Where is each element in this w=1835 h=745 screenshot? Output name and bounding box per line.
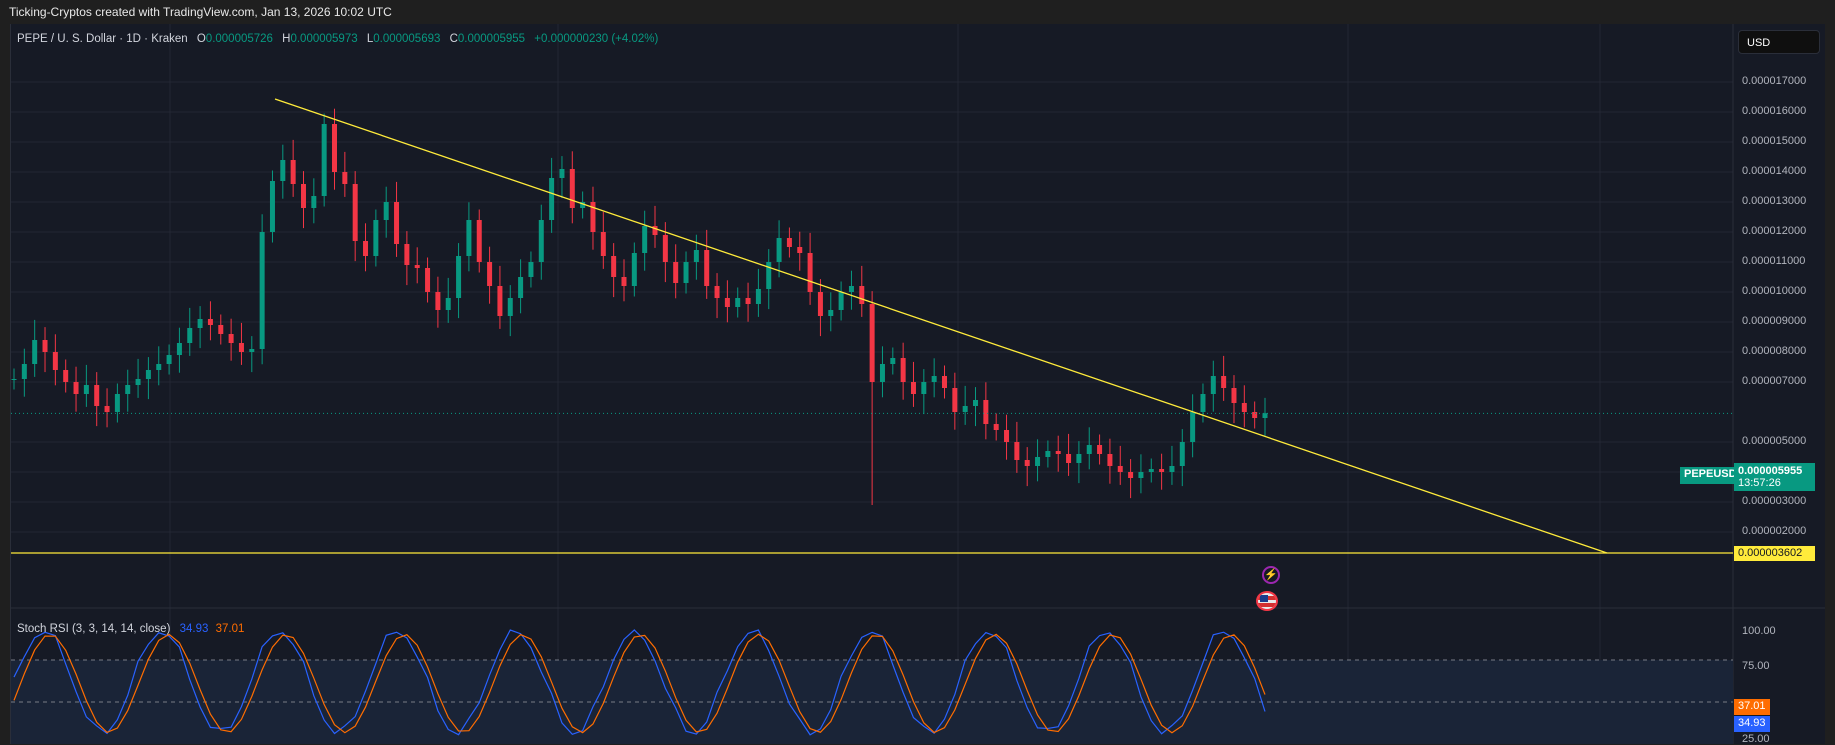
price-tick: 0.000008000: [1742, 345, 1807, 357]
open-value: 0.000005726: [205, 33, 273, 45]
lightning-event-icon[interactable]: ⚡: [1262, 566, 1280, 584]
rsi-axis-100: 100.00: [1742, 625, 1776, 637]
stoch-rsi-title[interactable]: Stoch RSI (3, 3, 14, 14, close): [17, 623, 171, 635]
change-value: +0.000000230 (+4.02%): [534, 33, 659, 45]
low-value: 0.000005693: [373, 33, 441, 45]
stoch-k-tag: 34.93: [1734, 716, 1770, 732]
close-value: 0.000005955: [457, 33, 526, 45]
price-tick: 0.000011000: [1742, 255, 1806, 267]
price-tick: 0.000016000: [1742, 105, 1807, 117]
price-tick: 0.000002000: [1742, 525, 1807, 537]
panel-border: [1825, 24, 1835, 744]
stoch-rsi-legend: Stoch RSI (3, 3, 14, 14, close) 34.93 37…: [17, 623, 244, 635]
high-value: 0.000005973: [290, 33, 358, 45]
last-price: 0.000005955: [1738, 465, 1803, 477]
hline-price-tag[interactable]: 0.000003602: [1734, 546, 1815, 561]
price-tick: 0.000010000: [1742, 285, 1807, 297]
symbol-title[interactable]: PEPE / U. S. Dollar · 1D · Kraken: [17, 33, 188, 45]
price-tick: 0.000014000: [1742, 165, 1807, 177]
price-tick: 0.000003000: [1742, 495, 1807, 507]
price-tick: 0.000017000: [1742, 75, 1807, 87]
stoch-d-value: 37.01: [215, 623, 245, 635]
symbol-tag: PEPEUSD: [1680, 467, 1741, 484]
stoch-k-value: 34.93: [179, 623, 209, 635]
price-tick: 0.000007000: [1742, 375, 1807, 387]
rsi-axis-75: 75.00: [1742, 660, 1770, 672]
price-tick: 0.000013000: [1742, 195, 1807, 207]
price-tick: 0.000015000: [1742, 135, 1807, 147]
rsi-axis-25: 25.00: [1742, 733, 1770, 745]
last-price-tag: 0.000005955 13:57:26: [1734, 463, 1815, 491]
price-tick: 0.000009000: [1742, 315, 1807, 327]
currency-button[interactable]: USD: [1738, 30, 1820, 54]
price-tick: 0.000012000: [1742, 225, 1807, 237]
countdown: 13:57:26: [1738, 477, 1781, 489]
price-tick: 0.000005000: [1742, 435, 1807, 447]
stoch-d-tag: 37.01: [1734, 699, 1770, 715]
chart-caption: Ticking-Cryptos created with TradingView…: [9, 5, 392, 19]
us-flag-event-icon[interactable]: [1256, 591, 1278, 611]
chart-panel[interactable]: [10, 24, 1826, 744]
ohlc-legend: PEPE / U. S. Dollar · 1D · Kraken O0.000…: [17, 33, 659, 45]
